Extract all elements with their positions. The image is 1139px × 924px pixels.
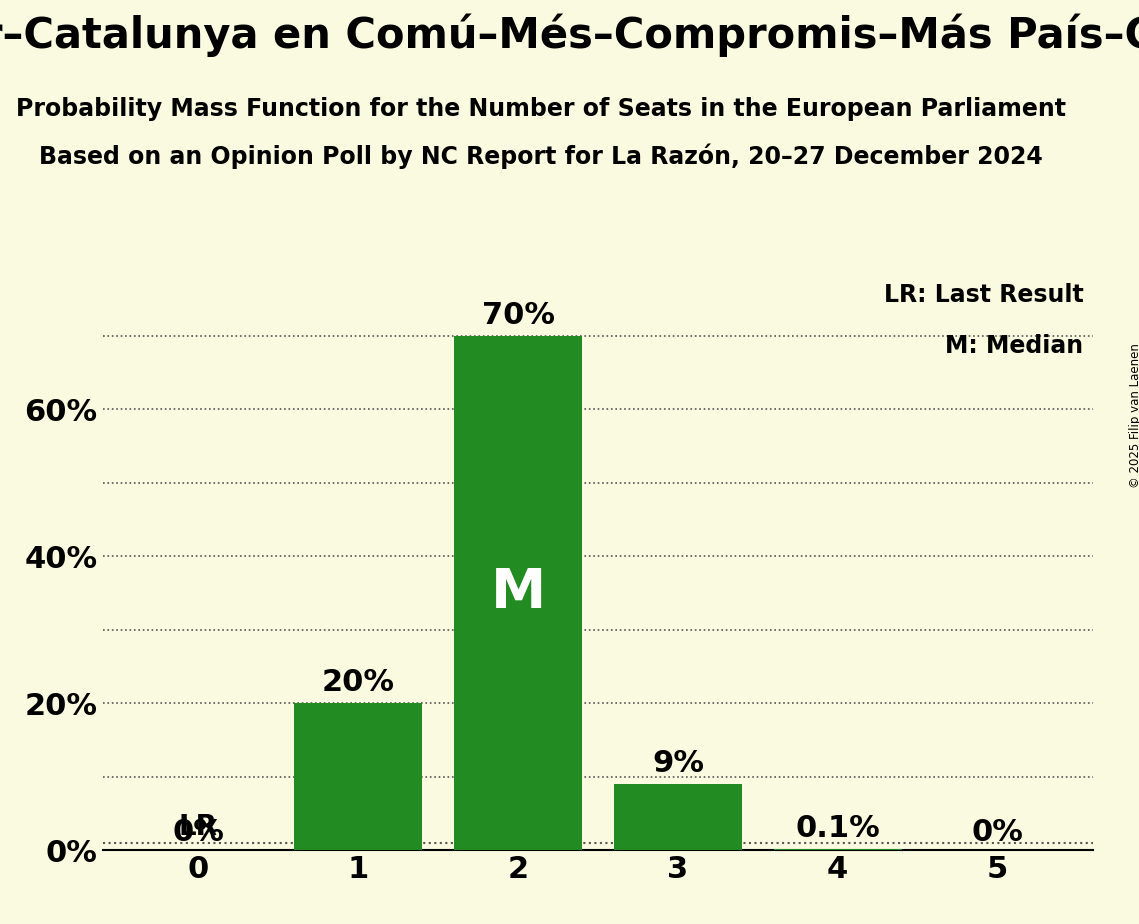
Text: ar–Catalunya en Comú–Més–Compromis–Más País–Ch: ar–Catalunya en Comú–Més–Compromis–Más P… [0, 14, 1139, 57]
Text: LR: LR [179, 812, 218, 841]
Text: 0%: 0% [172, 818, 224, 847]
Text: Probability Mass Function for the Number of Seats in the European Parliament: Probability Mass Function for the Number… [16, 97, 1066, 121]
Text: M: M [491, 566, 546, 620]
Text: © 2025 Filip van Laenen: © 2025 Filip van Laenen [1129, 344, 1139, 488]
Bar [614, 784, 741, 850]
Text: M: Median: M: Median [945, 334, 1083, 359]
Text: 0%: 0% [972, 818, 1024, 847]
Bar [294, 703, 423, 850]
Text: 0.1%: 0.1% [795, 814, 880, 844]
Text: Based on an Opinion Poll by NC Report for La Razón, 20–27 December 2024: Based on an Opinion Poll by NC Report fo… [39, 143, 1043, 169]
Bar [454, 336, 582, 850]
Text: 9%: 9% [652, 749, 704, 778]
Text: 70%: 70% [482, 301, 555, 330]
Text: 20%: 20% [321, 668, 395, 698]
Text: LR: Last Result: LR: Last Result [884, 283, 1083, 307]
